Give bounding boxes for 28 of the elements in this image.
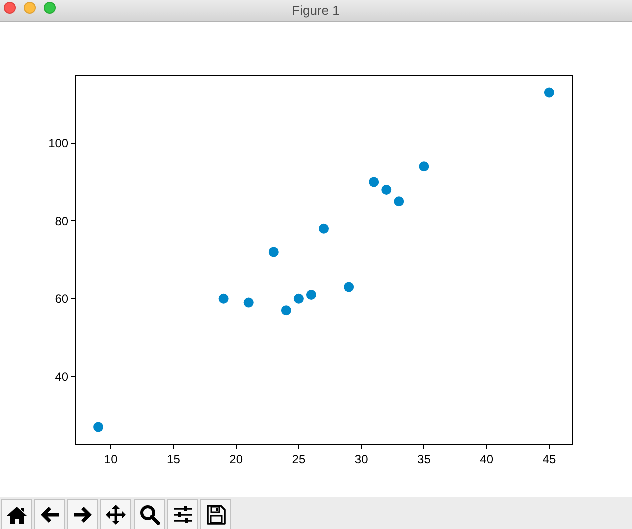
point — [394, 196, 404, 207]
x-tick-label: 30 — [354, 452, 369, 466]
point — [344, 282, 354, 292]
point — [419, 162, 430, 172]
point — [369, 177, 380, 188]
point — [218, 294, 229, 304]
title-bar: Figure 1 — [0, 0, 632, 22]
y-tick-label: 100 — [48, 136, 69, 150]
point — [268, 247, 279, 258]
y-tick-label: 60 — [55, 292, 69, 306]
point — [319, 224, 329, 234]
y-tick-label: 80 — [55, 214, 69, 228]
point — [244, 298, 254, 308]
point — [544, 88, 554, 98]
x-tick-label: 25 — [292, 452, 306, 466]
point — [281, 306, 292, 316]
x-tick-label: 15 — [167, 452, 181, 466]
point — [306, 290, 316, 300]
point — [94, 422, 104, 432]
x-tick-label: 20 — [230, 452, 244, 466]
x-tick-label: 35 — [418, 452, 432, 466]
x-tick-label: 40 — [480, 452, 494, 466]
x-tick-label: 45 — [542, 452, 556, 466]
y-tick-label: 40 — [55, 370, 69, 384]
x-tick-label: 10 — [104, 452, 118, 466]
point — [382, 184, 392, 195]
point — [294, 294, 304, 304]
chart-title: Figure 1 — [292, 3, 340, 18]
